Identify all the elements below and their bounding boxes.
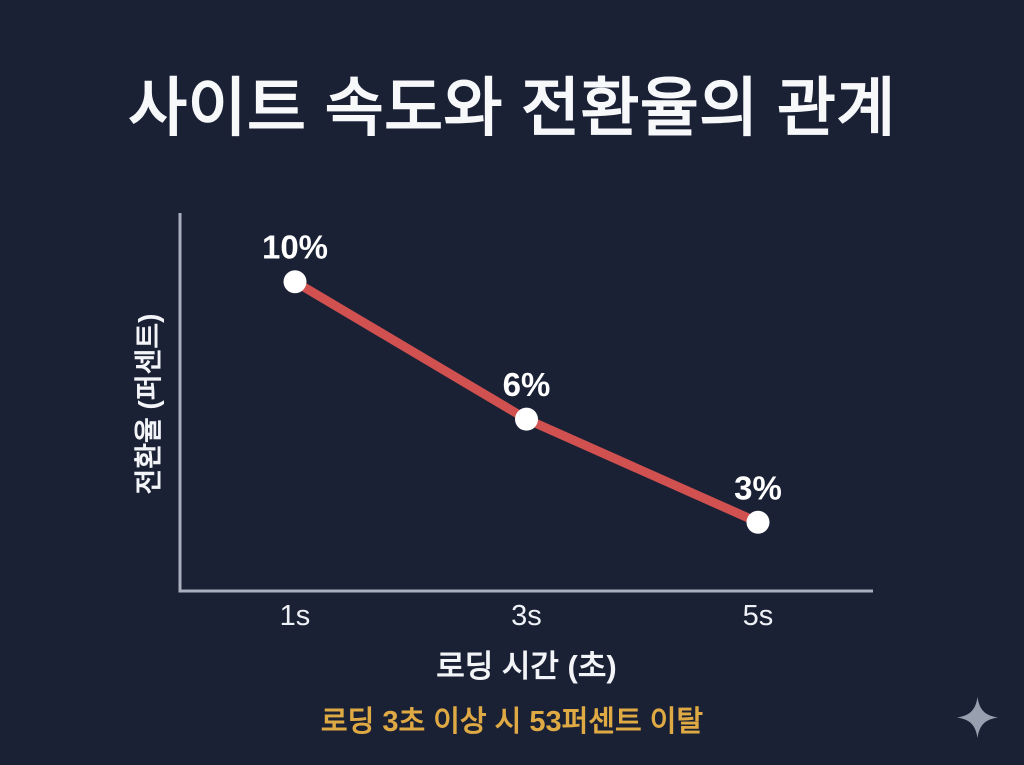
point-value-label: 10% — [262, 229, 328, 266]
data-point — [283, 270, 307, 294]
x-tick-label: 3s — [511, 600, 542, 632]
data-point — [746, 510, 770, 534]
data-point — [515, 407, 538, 431]
x-tick-label: 1s — [280, 600, 311, 632]
x-tick-label: 5s — [743, 600, 774, 632]
page-title: 사이트 속도와 전환율의 관계 — [128, 72, 896, 144]
point-value-label: 6% — [503, 366, 551, 403]
y-axis-label: 전환율 (퍼센트) — [133, 313, 164, 495]
sparkle-shape — [956, 696, 999, 739]
x-axis-label: 로딩 시간 (초) — [436, 649, 617, 684]
point-value-label: 3% — [734, 469, 782, 506]
sparkle-icon — [956, 696, 999, 739]
caption: 로딩 3초 이상 시 53퍼센트 이탈 — [320, 706, 704, 738]
axes — [178, 213, 873, 593]
